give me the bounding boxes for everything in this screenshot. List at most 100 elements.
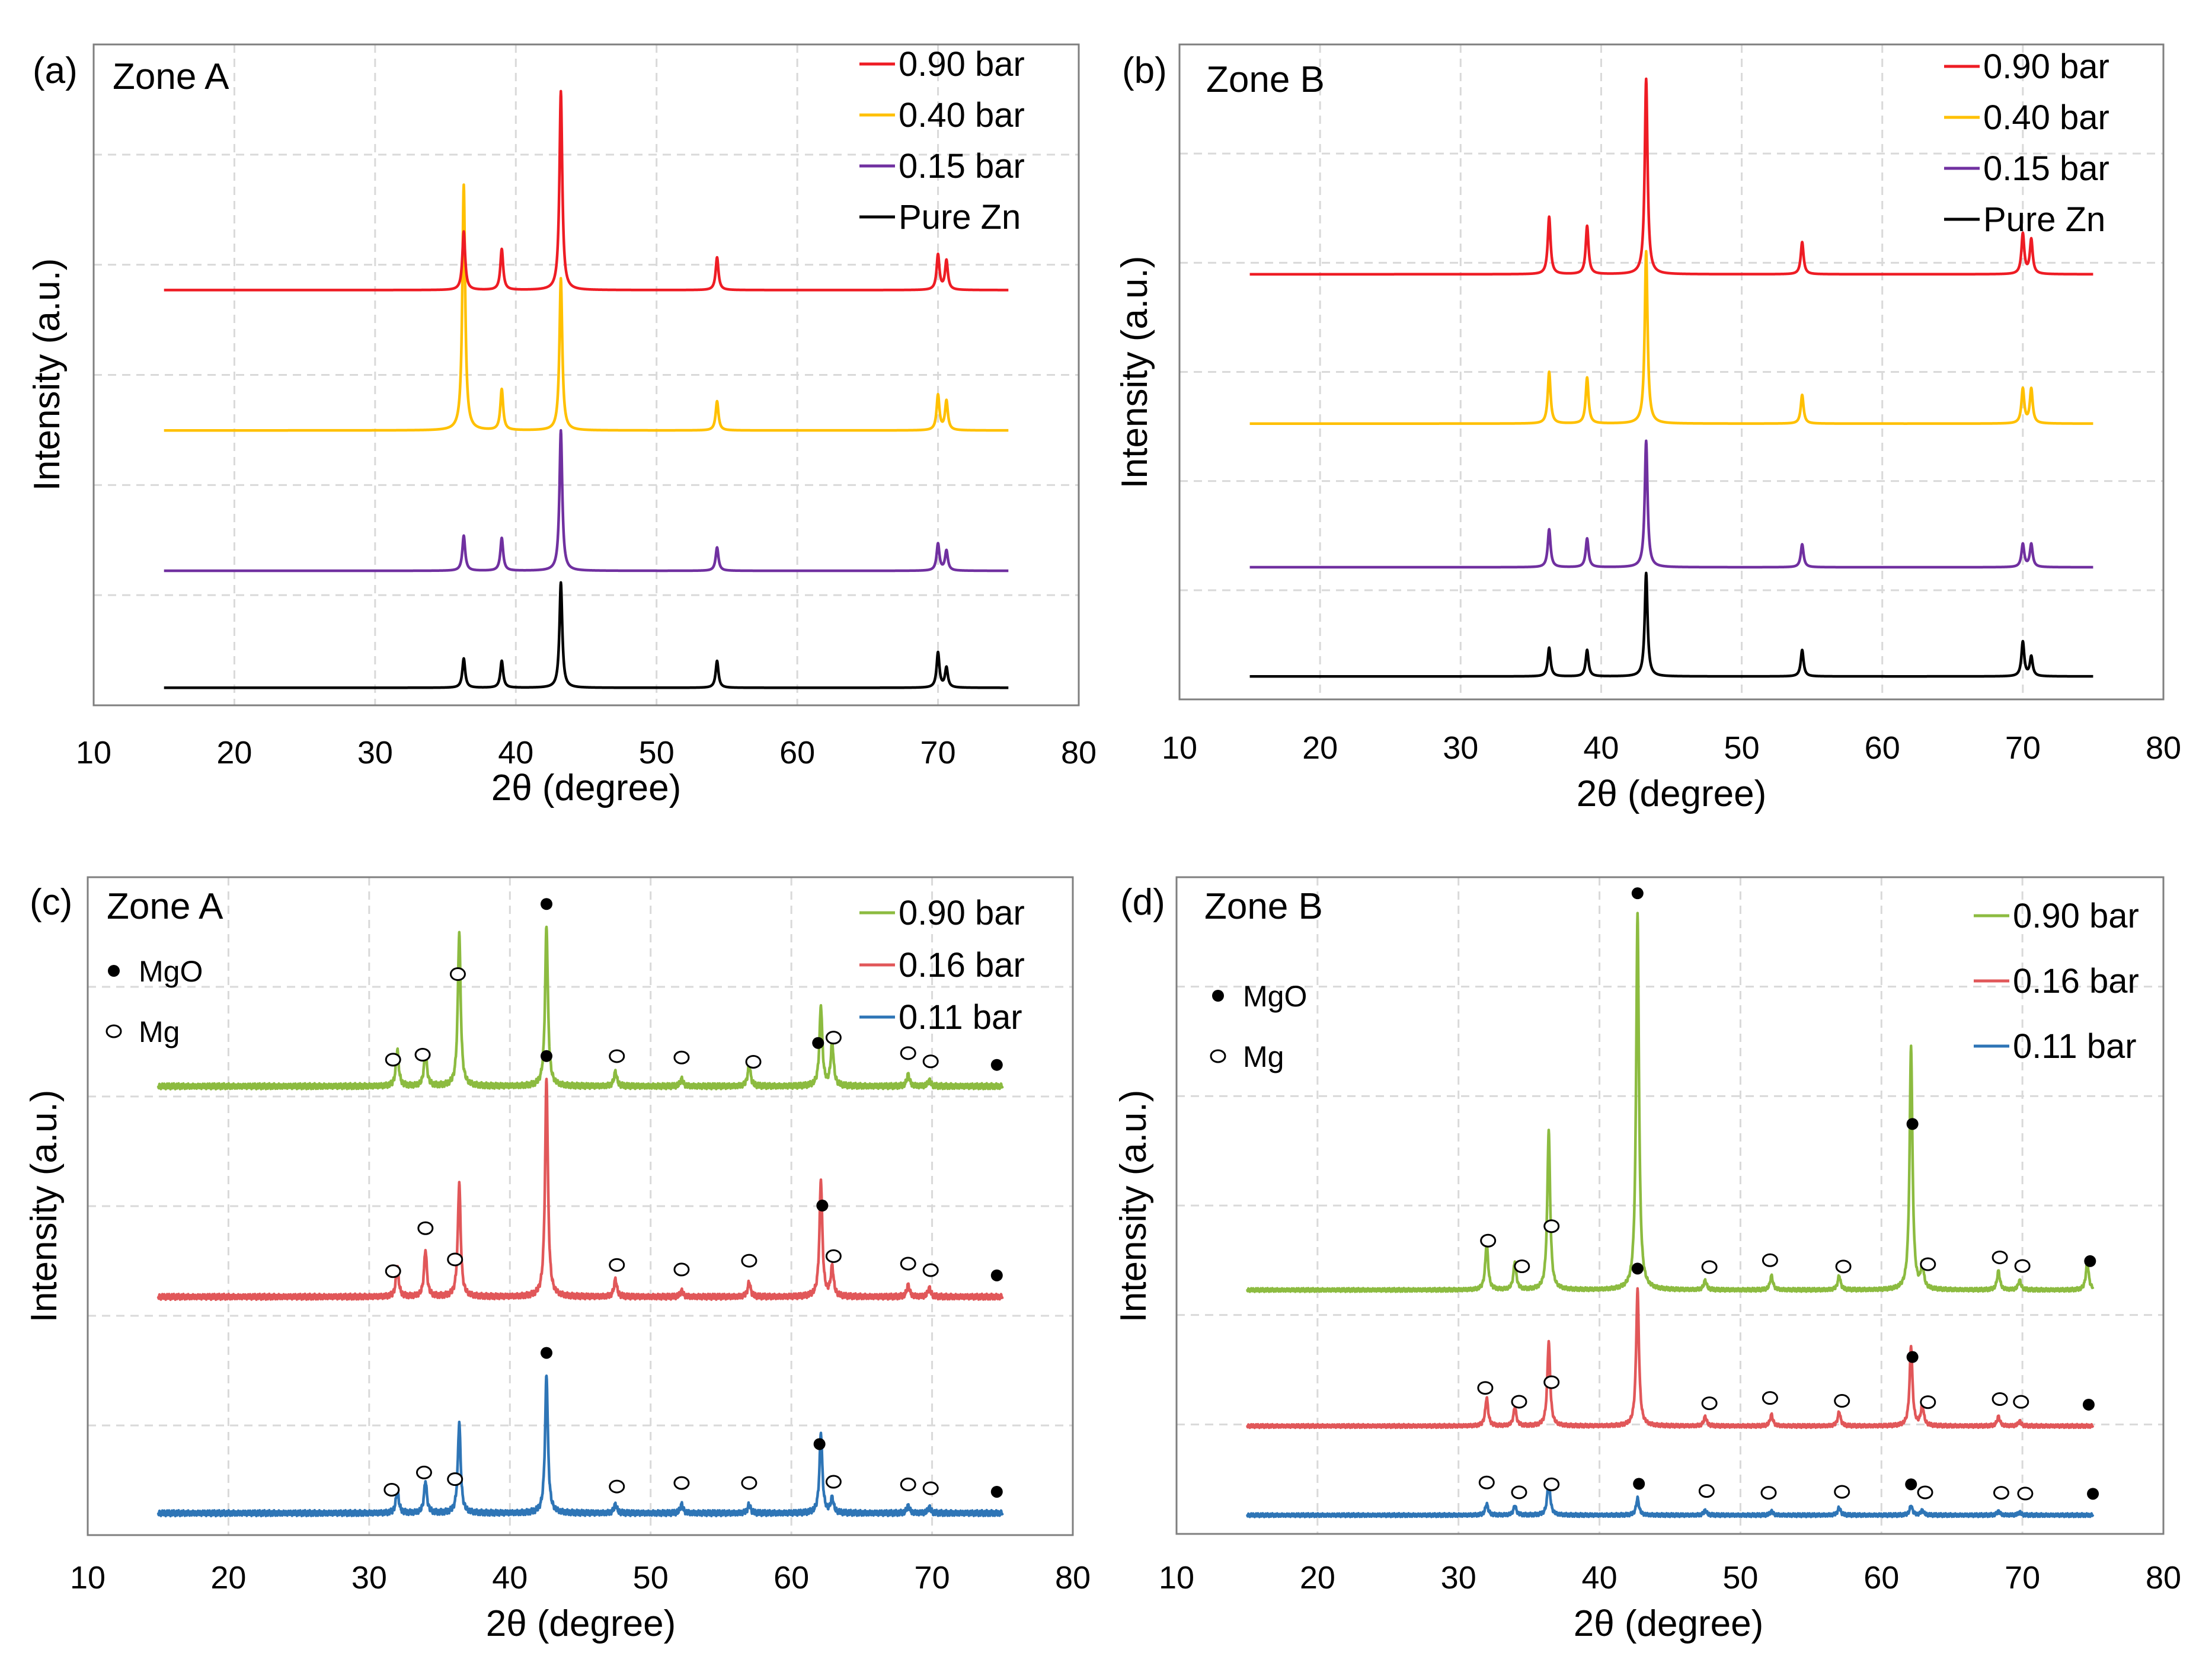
x-tick-label: 10 <box>1162 730 1197 766</box>
zone-label: Zone A <box>107 886 223 927</box>
mgo-marker <box>813 1438 826 1450</box>
plot-frame <box>1175 876 2165 1535</box>
mg-marker <box>1992 1392 2008 1406</box>
legend-label-0-90-bar: 0.90 bar <box>899 45 1025 84</box>
mg-marker <box>1480 1233 1497 1248</box>
mg-marker <box>741 1476 757 1490</box>
mg-marker <box>1543 1477 1560 1491</box>
mgo-marker <box>2084 1255 2096 1267</box>
x-tick-label: 80 <box>2146 730 2181 766</box>
mg-marker <box>1701 1396 1718 1411</box>
mg-marker <box>385 1053 401 1067</box>
x-tick-label: 40 <box>498 735 533 771</box>
mg-marker <box>383 1482 400 1497</box>
x-tick-label: 80 <box>1055 1560 1091 1596</box>
legend-label-pure-zn: Pure Zn <box>1983 200 2105 239</box>
series-line-0-11-bar <box>1245 1478 2095 1518</box>
mg-marker <box>417 1221 434 1235</box>
mg-marker <box>1834 1394 1850 1408</box>
mg-marker <box>1992 1250 2008 1264</box>
mgo-marker <box>541 1347 553 1359</box>
series-line-pure-zn <box>162 581 1010 689</box>
plot-frame <box>87 876 1074 1536</box>
mg-marker <box>673 1050 690 1064</box>
mg-marker <box>414 1048 431 1062</box>
x-axis-title: 2θ (degree) <box>1574 1603 1764 1644</box>
series-line-0-11-bar <box>156 1374 1004 1518</box>
panel-a: 10 20 30 40 50 60 70 80 2θ (degree) Intensity (a.… <box>27 43 1097 808</box>
mg-marker <box>1993 1486 2009 1500</box>
mg-marker <box>1920 1257 1936 1271</box>
mgo-marker <box>1631 1262 1644 1275</box>
series-line-0-90-bar <box>162 89 1010 292</box>
marker-legend-mgo-symbol <box>108 965 120 977</box>
legend-label-0-15-bar: 0.15 bar <box>899 147 1025 186</box>
x-axis-title: 2θ (degree) <box>486 1603 676 1644</box>
mg-marker <box>609 1479 625 1494</box>
y-axis-title: Intensity (a.u.) <box>27 258 68 491</box>
mg-marker <box>741 1254 757 1268</box>
mg-marker <box>385 1264 401 1278</box>
mg-marker <box>673 1262 690 1277</box>
mgo-marker <box>1906 1118 1919 1130</box>
zone-label: Zone A <box>113 56 229 97</box>
x-tick-label: 20 <box>1302 730 1338 766</box>
mg-marker <box>1543 1219 1560 1233</box>
mg-marker <box>825 1475 842 1489</box>
mgo-marker <box>990 1485 1003 1498</box>
mgo-marker <box>816 1200 829 1212</box>
series-line-0-40-bar <box>1248 250 2095 425</box>
x-tick-label: 40 <box>1583 730 1619 766</box>
mg-marker <box>609 1258 625 1272</box>
legend-label-0-11-bar: 0.11 bar <box>899 998 1022 1037</box>
mg-marker <box>1760 1486 1777 1500</box>
x-tick-label: 20 <box>210 1560 246 1596</box>
panel-letter: (b) <box>1122 50 1167 91</box>
x-tick-label: 30 <box>357 735 393 771</box>
legend-label-0-16-bar: 0.16 bar <box>899 946 1025 984</box>
mg-marker <box>1762 1253 1778 1267</box>
y-axis-title: Intensity (a.u.) <box>24 1090 65 1323</box>
mg-marker <box>1917 1485 1933 1500</box>
x-tick-label: 40 <box>1582 1560 1618 1596</box>
mg-marker <box>447 1472 464 1486</box>
x-tick-label: 60 <box>779 735 815 771</box>
series-line-pure-zn <box>1248 571 2095 678</box>
x-tick-label: 70 <box>2005 730 2041 766</box>
panel-d: 10 20 30 40 50 60 70 80 2θ (degree) Intensity (a.… <box>1113 876 2181 1644</box>
x-tick-label: 50 <box>639 735 675 771</box>
y-axis-title: Intensity (a.u.) <box>1114 256 1155 489</box>
mg-marker <box>922 1481 939 1495</box>
x-tick-label: 50 <box>1722 1560 1758 1596</box>
mgo-marker <box>2082 1398 2095 1411</box>
x-axis-title: 2θ (degree) <box>1577 773 1767 814</box>
panel-letter: (c) <box>30 882 72 923</box>
panel-letter: (a) <box>33 50 78 91</box>
legend-label-0-40-bar: 0.40 bar <box>899 96 1025 135</box>
x-tick-label: 70 <box>920 735 956 771</box>
mg-marker <box>1701 1260 1718 1274</box>
mgo-marker <box>990 1059 1003 1071</box>
panel-letter: (d) <box>1120 882 1165 923</box>
panel-c: 10 20 30 40 50 60 70 80 2θ (degree) Intensity (a.… <box>24 876 1091 1644</box>
mg-marker <box>900 1257 916 1271</box>
mg-marker <box>449 967 466 982</box>
legend-label-0-11-bar: 0.11 bar <box>2013 1027 2137 1066</box>
mg-marker <box>673 1476 690 1490</box>
mg-marker <box>1477 1381 1494 1395</box>
marker-legend-mg-symbol <box>1210 1049 1226 1063</box>
mg-marker <box>745 1054 762 1069</box>
x-tick-label: 80 <box>1061 735 1097 771</box>
mg-marker <box>1478 1475 1495 1489</box>
marker-legend-label-mgo: MgO <box>1243 980 1307 1013</box>
legend-label-0-90-bar: 0.90 bar <box>2013 897 2139 935</box>
mg-marker <box>2017 1486 2034 1501</box>
x-tick-label: 20 <box>216 735 252 771</box>
marker-legend-label-mg: Mg <box>1243 1040 1284 1073</box>
marker-legend-mg-symbol <box>106 1024 122 1038</box>
mg-marker <box>1511 1485 1527 1500</box>
zone-label: Zone B <box>1206 59 1325 100</box>
x-tick-label: 20 <box>1300 1560 1335 1596</box>
mg-marker <box>900 1046 916 1060</box>
x-tick-label: 10 <box>76 735 111 771</box>
